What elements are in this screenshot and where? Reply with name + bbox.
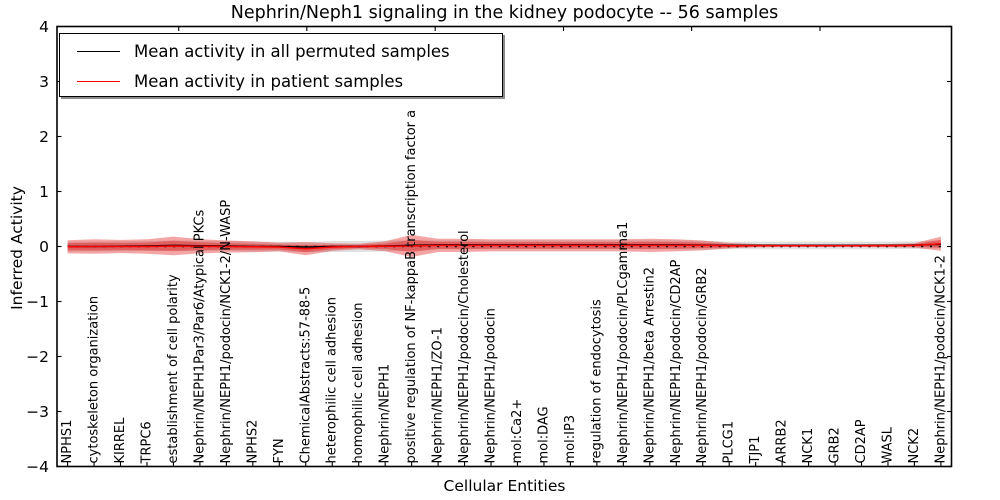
x-tick-label: mol:IP3 bbox=[563, 415, 578, 464]
legend-label: Mean activity in all permuted samples bbox=[134, 41, 450, 61]
legend-label: Mean activity in patient samples bbox=[134, 71, 404, 91]
x-tick-label: Nephrin/NEPH1Par3/Par6/Atypical PKCs bbox=[192, 210, 207, 464]
x-tick-label: NCK1 bbox=[801, 428, 816, 464]
x-tick-label: Nephrin/NEPH1/ZO-1 bbox=[431, 327, 446, 463]
x-tick-label: ChemicalAbstracts:57-88-5 bbox=[298, 287, 313, 464]
x-tick-label: positive regulation of NF-kappaB transcr… bbox=[404, 110, 419, 464]
chart-title: Nephrin/Neph1 signaling in the kidney po… bbox=[230, 3, 779, 23]
x-tick-label: Nephrin/NEPH1/podocin/GRB2 bbox=[695, 267, 710, 463]
x-tick-label: Nephrin/NEPH1/podocin bbox=[484, 308, 499, 463]
x-tick-label: NCK2 bbox=[907, 428, 922, 464]
x-tick-label: homophilic cell adhesion bbox=[351, 303, 366, 464]
line-patient-mean bbox=[67, 243, 941, 250]
x-tick-label: WASL bbox=[881, 426, 896, 463]
x-tick-label: Nephrin/NEPH1/beta Arrestin2 bbox=[642, 267, 657, 464]
legend-line-sample-red bbox=[77, 80, 120, 82]
x-tick-label: Nephrin/NEPH1/podocin/NCK1-2/N-WASP bbox=[219, 200, 234, 464]
x-tick-label: establishment of cell polarity bbox=[166, 274, 181, 463]
y-tick-label: 0 bbox=[39, 238, 49, 256]
y-tick-label: 1 bbox=[39, 183, 49, 201]
x-tick-label: KIRREL bbox=[113, 417, 128, 464]
y-tick-label: −3 bbox=[26, 403, 49, 421]
y-tick-label: −2 bbox=[26, 348, 49, 366]
x-tick-label: regulation of endocytosis bbox=[589, 299, 604, 464]
x-tick-label: mol:Ca2+ bbox=[510, 399, 525, 464]
x-tick-label: Nephrin/NEPH1/podocin/PLCgamma1 bbox=[616, 222, 631, 464]
legend-item-patient: Mean activity in patient samples bbox=[60, 66, 502, 96]
y-tick-label: −4 bbox=[26, 458, 49, 476]
x-tick-label: PLCG1 bbox=[722, 421, 737, 464]
x-tick-label: TJP1 bbox=[748, 436, 763, 465]
x-tick-label: GRB2 bbox=[828, 427, 843, 463]
y-tick-label: −1 bbox=[26, 293, 49, 311]
x-tick-label: NPHS2 bbox=[245, 420, 260, 464]
x-tick-label: cytoskeleton organization bbox=[87, 296, 102, 464]
y-tick-label: 4 bbox=[39, 18, 49, 36]
legend-line-sample-black bbox=[77, 50, 120, 52]
x-tick-label: Nephrin/NEPH1 bbox=[378, 364, 393, 464]
y-tick-label: 3 bbox=[39, 73, 49, 91]
x-tick-label: Nephrin/NEPH1/podocin/CD2AP bbox=[669, 259, 684, 463]
x-tick-label: Nephrin/NEPH1/podocin/Cholesterol bbox=[457, 230, 472, 463]
x-tick-label: NPHS1 bbox=[60, 420, 75, 464]
x-axis-title: Cellular Entities bbox=[443, 477, 566, 495]
band-permuted bbox=[67, 240, 941, 252]
y-tick-label: 2 bbox=[39, 128, 49, 146]
x-tick-label: mol:DAG bbox=[536, 406, 551, 463]
legend-item-permuted: Mean activity in all permuted samples bbox=[60, 36, 502, 66]
legend: Mean activity in all permuted samples Me… bbox=[59, 33, 503, 97]
x-tick-label: CD2AP bbox=[854, 419, 869, 463]
x-tick-label: ARRB2 bbox=[775, 419, 790, 463]
x-tick-label: Nephrin/NEPH1/podocin/NCK1-2 bbox=[933, 255, 948, 463]
x-tick-label: TRPC6 bbox=[140, 421, 155, 464]
x-tick-label: FYN bbox=[272, 438, 287, 463]
x-tick-label: heterophilic cell adhesion bbox=[325, 297, 340, 464]
